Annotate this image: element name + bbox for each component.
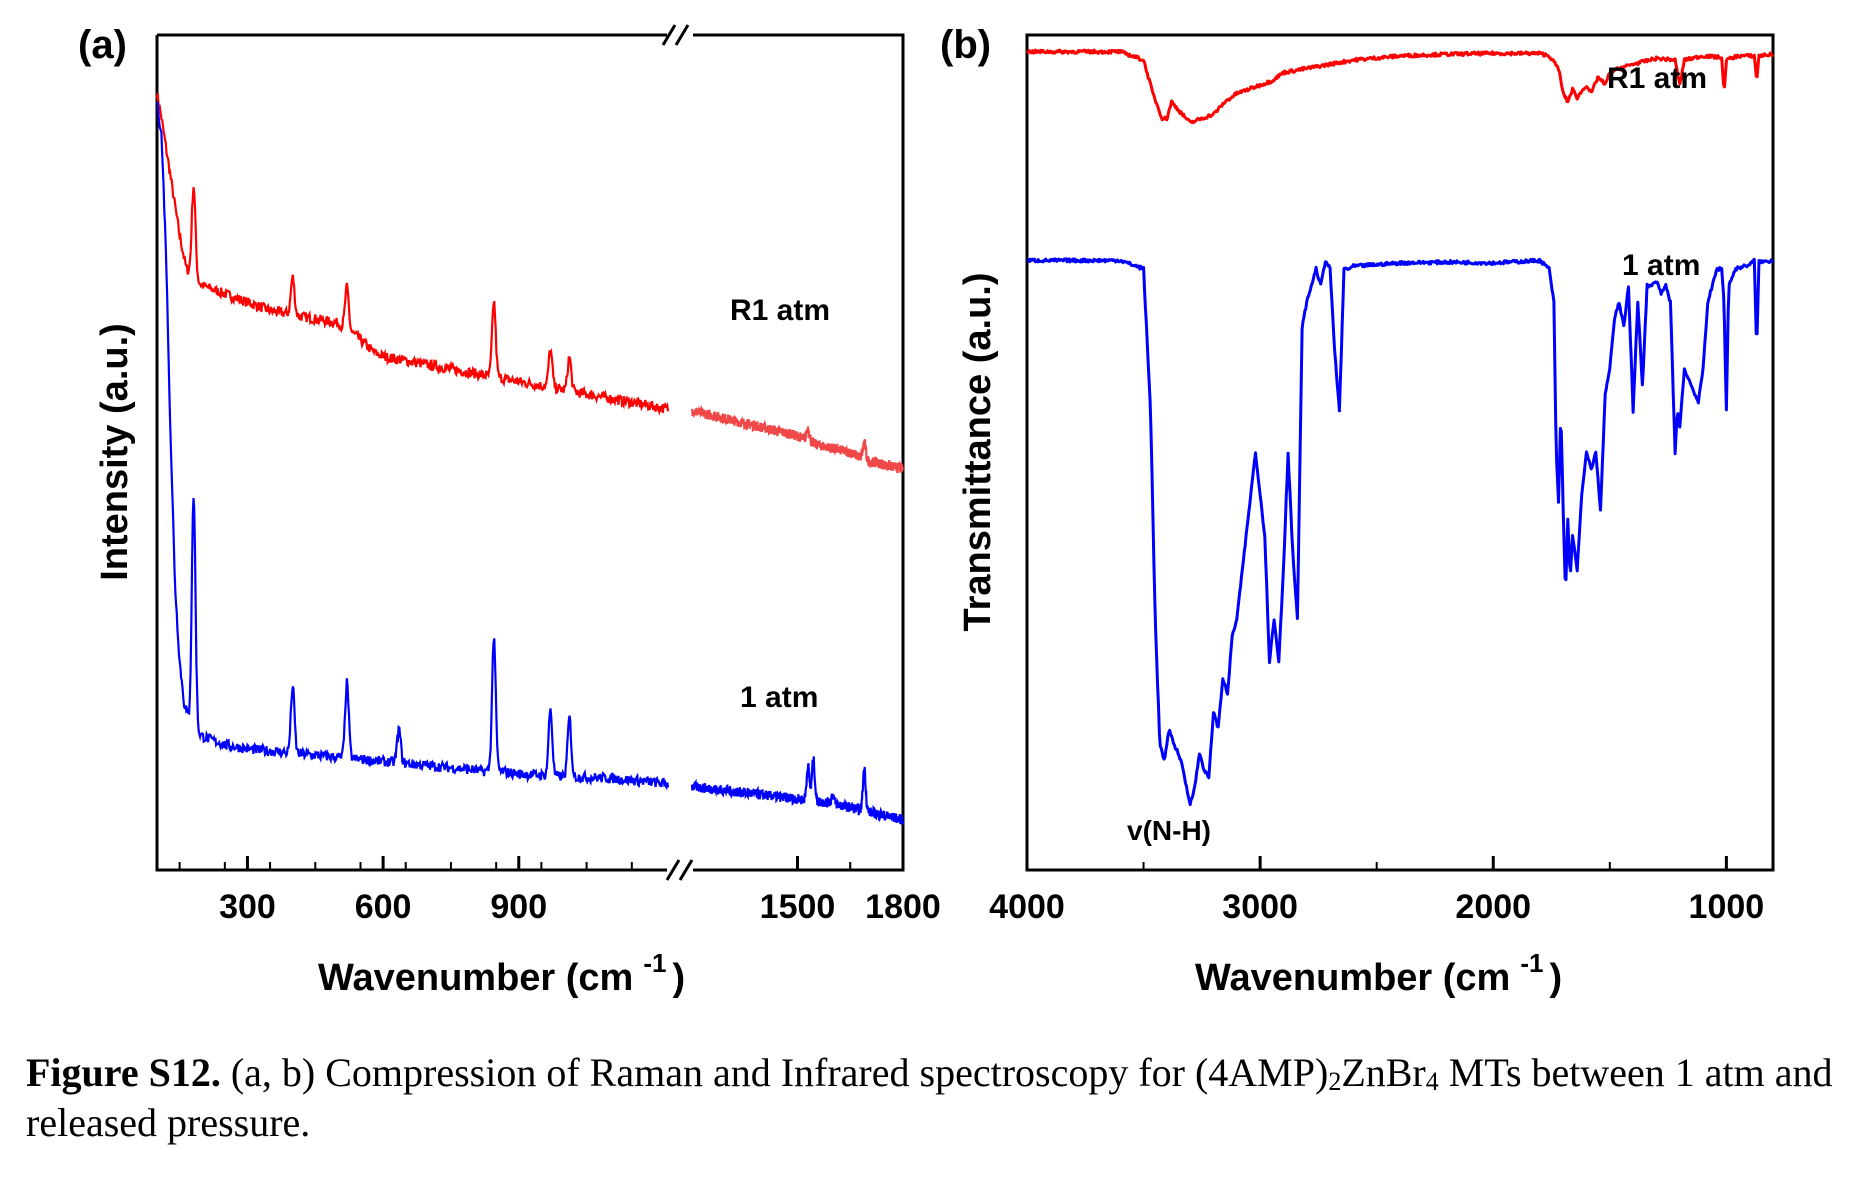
panel-b-ticks: 4000 3000 2000 1000 xyxy=(989,856,1764,926)
panel-b-xtick-label-1000: 1000 xyxy=(1689,888,1765,926)
panel-a-xlabel-close: ) xyxy=(672,957,685,999)
figure: (a) 300 600 900 1500 1800 R1 atm 1 atm Waven… xyxy=(78,23,1775,999)
panel-a-line-1atm-segment1 xyxy=(155,101,670,791)
panel-b-xtick-label-2000: 2000 xyxy=(1455,888,1531,926)
figure-caption: Figure S12. (a, b) Compression of Raman … xyxy=(26,1048,1846,1148)
caption-text-3: MTs between 1 atm and released pressure. xyxy=(26,1050,1833,1145)
panel-b-frame xyxy=(1025,33,1775,872)
panel-a-axes: 300 600 900 1500 1800 xyxy=(155,24,941,926)
panel-b-series xyxy=(1026,48,1775,807)
panel-a-label: (a) xyxy=(78,23,127,67)
panel-a-xtick-label-600: 600 xyxy=(355,888,412,926)
panel-a-series-label-1atm: 1 atm xyxy=(740,681,818,714)
panel-b: (b) 4000 3000 2000 1000 R1 atm 1 atm v(N-H)… xyxy=(940,23,1775,999)
panel-a-series-label-r1atm: R1 atm xyxy=(730,294,830,327)
caption-text-2: ZnBr xyxy=(1341,1050,1426,1095)
panel-a-ticks: 300 600 900 1500 1800 xyxy=(178,856,941,926)
panel-a-break-mark-bottom-2 xyxy=(678,859,694,881)
panel-b-annotation-nh: v(N-H) xyxy=(1127,815,1211,846)
panel-a-xtick-label-900: 900 xyxy=(490,888,547,926)
panel-a: (a) 300 600 900 1500 1800 R1 atm 1 atm Waven… xyxy=(78,23,941,999)
panel-a-line-1atm-segment2 xyxy=(690,756,905,825)
panel-b-line-1atm xyxy=(1026,257,1774,807)
caption-figure-number: Figure S12. xyxy=(26,1050,221,1095)
panel-a-xlabel: Wavenumber (cm -1) xyxy=(318,948,685,999)
panel-b-xtick-label-4000: 4000 xyxy=(989,888,1065,926)
panel-b-xlabel: Wavenumber (cm -1) xyxy=(1195,948,1562,999)
caption-sub-1: 2 xyxy=(1328,1067,1342,1096)
panel-b-xlabel-sup: -1 xyxy=(1520,948,1543,978)
panel-a-break-mark-bottom-1 xyxy=(665,859,681,881)
panel-a-xlabel-main: Wavenumber (cm xyxy=(318,957,633,999)
panel-b-label: (b) xyxy=(940,23,991,67)
panel-b-series-label-1atm: 1 atm xyxy=(1622,249,1700,282)
panel-a-xtick-label-300: 300 xyxy=(219,888,276,926)
caption-text-1: (a, b) Compression of Raman and Infrared… xyxy=(220,1050,1329,1095)
panel-b-series-label-r1atm: R1 atm xyxy=(1607,62,1707,95)
panel-a-break-mark-top-2 xyxy=(674,24,690,46)
panel-b-xtick-label-3000: 3000 xyxy=(1222,888,1298,926)
panel-a-line-r1atm-segment1 xyxy=(155,93,670,416)
panel-a-xtick-label-1800: 1800 xyxy=(865,888,941,926)
panel-a-frame xyxy=(155,33,905,872)
panel-b-xlabel-main: Wavenumber (cm xyxy=(1195,957,1510,999)
panel-a-ylabel: Intensity (a.u.) xyxy=(94,323,136,581)
panel-a-break-mark-top-1 xyxy=(661,24,677,46)
panel-b-ylabel: Transmittance (a.u.) xyxy=(957,273,999,632)
panel-a-xlabel-sup: -1 xyxy=(643,948,666,978)
panel-a-series xyxy=(155,93,905,825)
panel-a-xtick-label-1500: 1500 xyxy=(760,888,836,926)
caption-sub-2: 4 xyxy=(1425,1067,1439,1096)
panel-a-line-r1atm-segment2 xyxy=(690,404,905,474)
panel-b-line-r1atm xyxy=(1026,48,1775,125)
panel-b-xlabel-close: ) xyxy=(1549,957,1562,999)
